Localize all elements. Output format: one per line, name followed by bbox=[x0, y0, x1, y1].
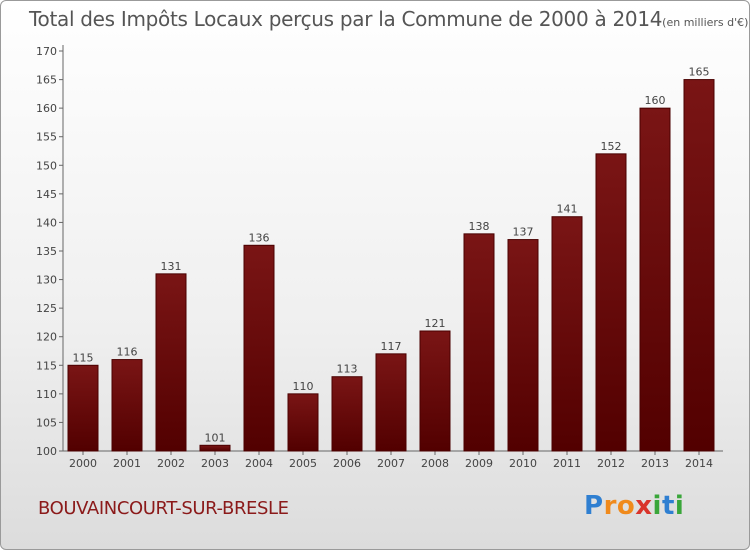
bar-value-label: 101 bbox=[205, 431, 226, 444]
logo-letter: x bbox=[635, 491, 653, 521]
bar bbox=[595, 153, 627, 452]
bar bbox=[419, 330, 451, 452]
bar-value-label: 116 bbox=[117, 346, 138, 359]
y-tick-label: 130 bbox=[36, 274, 57, 287]
y-tick-label: 150 bbox=[36, 159, 57, 172]
bar-value-label: 160 bbox=[645, 94, 666, 107]
x-tick-label: 2011 bbox=[553, 457, 581, 470]
y-tick-label: 135 bbox=[36, 245, 57, 258]
bar-value-label: 117 bbox=[381, 340, 402, 353]
y-tick-label: 115 bbox=[36, 359, 57, 372]
x-tick-label: 2004 bbox=[245, 457, 273, 470]
y-tick-label: 125 bbox=[36, 302, 57, 315]
bar bbox=[243, 244, 275, 452]
bar bbox=[111, 359, 143, 452]
commune-name: BOUVAINCOURT-SUR-BRESLE bbox=[38, 498, 289, 519]
x-tick-label: 2003 bbox=[201, 457, 229, 470]
x-tick-label: 2002 bbox=[157, 457, 185, 470]
bar-value-label: 136 bbox=[249, 231, 270, 244]
bar-value-label: 110 bbox=[293, 380, 314, 393]
logo-letter: i bbox=[674, 491, 685, 521]
bar bbox=[287, 393, 319, 452]
bar-value-label: 115 bbox=[73, 351, 94, 364]
x-tick-label: 2009 bbox=[465, 457, 493, 470]
bar-value-label: 113 bbox=[337, 363, 358, 376]
logo-letter: P bbox=[584, 491, 604, 521]
y-tick-label: 145 bbox=[36, 188, 57, 201]
bar bbox=[463, 233, 495, 452]
x-tick-label: 2014 bbox=[685, 457, 713, 470]
y-tick-label: 100 bbox=[36, 445, 57, 458]
bar-value-label: 141 bbox=[557, 203, 578, 216]
y-tick-label: 140 bbox=[36, 216, 57, 229]
logo-letter: r bbox=[603, 491, 617, 521]
bar-value-label: 137 bbox=[513, 226, 534, 239]
y-tick-label: 120 bbox=[36, 331, 57, 344]
y-tick-label: 155 bbox=[36, 131, 57, 144]
x-tick-label: 2010 bbox=[509, 457, 537, 470]
y-tick-label: 165 bbox=[36, 74, 57, 87]
x-tick-label: 2000 bbox=[69, 457, 97, 470]
y-tick-label: 110 bbox=[36, 388, 57, 401]
y-tick-label: 105 bbox=[36, 416, 57, 429]
bar bbox=[331, 376, 363, 452]
x-tick-label: 2005 bbox=[289, 457, 317, 470]
chart-title: Total des Impôts Locaux perçus par la Co… bbox=[29, 7, 749, 31]
bar bbox=[155, 273, 187, 452]
logo-letter: t bbox=[661, 491, 675, 521]
bar bbox=[683, 79, 715, 452]
bar-value-label: 121 bbox=[425, 317, 446, 330]
x-tick-label: 2013 bbox=[641, 457, 669, 470]
chart-title-unit: (en milliers d'€) bbox=[662, 16, 749, 29]
bar bbox=[639, 107, 671, 452]
bar-value-label: 138 bbox=[469, 220, 490, 233]
x-tick-label: 2012 bbox=[597, 457, 625, 470]
bar bbox=[507, 239, 539, 452]
x-tick-label: 2001 bbox=[113, 457, 141, 470]
x-tick-label: 2008 bbox=[421, 457, 449, 470]
bar bbox=[67, 364, 99, 452]
bar-value-label: 131 bbox=[161, 260, 182, 273]
y-tick-label: 170 bbox=[36, 45, 57, 58]
bar bbox=[551, 216, 583, 452]
bar bbox=[375, 353, 407, 452]
logo-letter: i bbox=[652, 491, 662, 521]
x-tick-label: 2007 bbox=[377, 457, 405, 470]
logo-letter: o bbox=[616, 491, 636, 521]
bar-value-label: 152 bbox=[601, 140, 622, 153]
bar-value-label: 165 bbox=[689, 66, 710, 79]
bar bbox=[199, 444, 231, 452]
y-tick-label: 160 bbox=[36, 102, 57, 115]
x-tick-label: 2006 bbox=[333, 457, 361, 470]
proxiti-logo: Proxiti bbox=[584, 491, 684, 521]
